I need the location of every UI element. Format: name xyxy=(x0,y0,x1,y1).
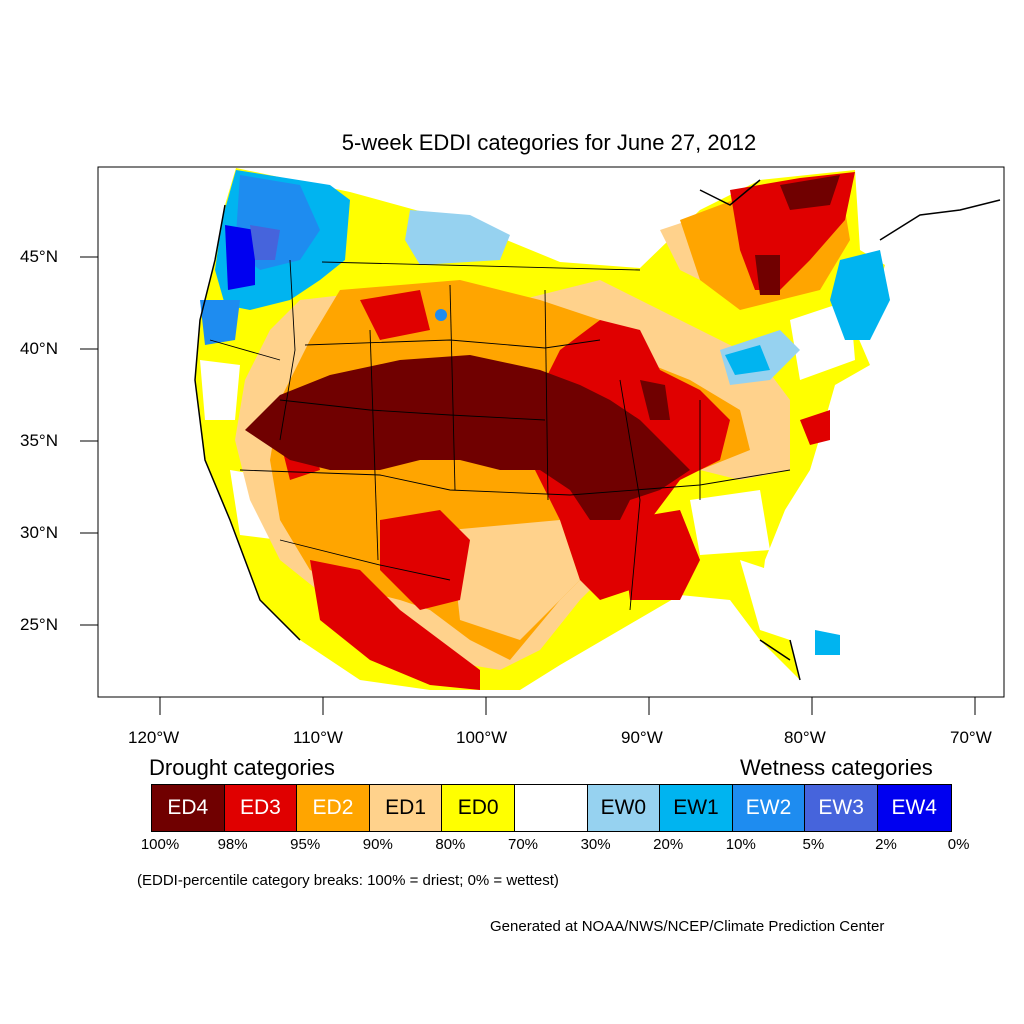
lon-label: 90°W xyxy=(621,728,663,747)
lat-label: 45°N xyxy=(20,247,58,266)
ed3-region xyxy=(360,290,430,340)
drought-heading: Drought categories xyxy=(149,755,335,780)
lat-label: 25°N xyxy=(20,615,58,634)
map-frame xyxy=(97,166,1005,698)
ew-northeast xyxy=(830,250,890,340)
legend-break-label: 70% xyxy=(507,836,539,853)
lon-label: 80°W xyxy=(784,728,826,747)
map-title: 5-week EDDI categories for June 27, 2012 xyxy=(341,130,757,155)
lon-label: 100°W xyxy=(456,728,508,747)
lat-label: 40°N xyxy=(20,339,58,358)
lon-label: 120°W xyxy=(128,728,180,747)
legend-swatch-ed4: ED4 xyxy=(152,785,225,831)
lon-label: 110°W xyxy=(293,728,343,747)
wetness-heading: Wetness categories xyxy=(740,755,933,780)
legend-swatch-ed0: ED0 xyxy=(442,785,515,831)
legend-break-label: 98% xyxy=(217,836,248,853)
legend-break-label: 10% xyxy=(725,836,756,853)
legend-break-label: 90% xyxy=(362,836,393,853)
legend-break-label: 20% xyxy=(653,836,684,853)
legend-swatch-ew1: EW1 xyxy=(660,785,733,831)
legend-break-label: 5% xyxy=(802,836,825,853)
legend-break-label: 0% xyxy=(947,836,970,853)
legend-swatch-ew2: EW2 xyxy=(732,785,806,831)
legend-swatch-ed3: ED3 xyxy=(224,785,298,831)
legend-break-label: 95% xyxy=(290,836,321,853)
eddi-map xyxy=(80,166,1005,715)
legend-swatch-ed1: ED1 xyxy=(369,785,443,831)
legend-break-label: 100% xyxy=(140,836,180,853)
legend-break-label: 2% xyxy=(875,836,897,853)
legend-break-label: 30% xyxy=(580,836,611,853)
legend-swatch-ew3: EW3 xyxy=(805,785,878,831)
legend-swatch-ew0: EW0 xyxy=(587,785,661,831)
lat-label: 30°N xyxy=(20,523,58,542)
legend-swatch-neutral xyxy=(514,785,588,831)
breaks-note: (EDDI-percentile category breaks: 100% =… xyxy=(137,872,559,889)
legend-swatch-ew4: EW4 xyxy=(877,785,951,831)
category-legend: ED4 ED3 ED2 ED1 ED0 EW0 EW1 EW2 EW3 EW4 xyxy=(151,784,952,832)
legend-swatch-ed2: ED2 xyxy=(297,785,370,831)
credit-text: Generated at NOAA/NWS/NCEP/Climate Predi… xyxy=(490,918,885,935)
lon-label: 70°W xyxy=(950,728,992,747)
legend-break-label: 80% xyxy=(435,836,466,853)
ed4-region xyxy=(245,355,690,520)
coastline xyxy=(194,204,301,641)
lat-label: 35°N xyxy=(20,431,58,450)
